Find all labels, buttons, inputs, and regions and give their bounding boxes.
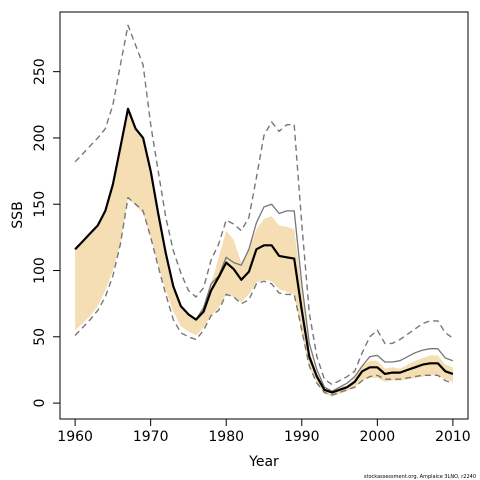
y-axis: 0 50 100 150 200 250 <box>32 58 61 408</box>
alternative-lower-ci-line <box>74 196 454 396</box>
x-tick-label: 2010 <box>435 429 471 445</box>
x-tick-label: 1980 <box>208 429 244 445</box>
confidence-band <box>75 108 453 397</box>
series-line-layer <box>74 24 454 396</box>
y-tick-label: 100 <box>32 257 48 284</box>
x-axis-label: Year <box>248 454 279 470</box>
y-tick-label: 150 <box>32 191 48 218</box>
source-footnote: stockassessment.org, Amplaice 3LNO, r224… <box>364 474 476 480</box>
x-tick-label: 2000 <box>360 429 396 445</box>
y-tick-label: 50 <box>32 328 48 346</box>
y-tick-label: 0 <box>32 399 48 408</box>
x-tick-label: 1960 <box>57 429 93 445</box>
x-tick-label: 1990 <box>284 429 320 445</box>
confidence-band-layer <box>75 108 453 397</box>
x-axis: 1960 1970 1980 1990 2000 2010 <box>57 418 471 445</box>
ssb-estimate-line <box>74 107 454 394</box>
alternative-upper-ci-line <box>74 24 454 386</box>
y-tick-label: 200 <box>32 125 48 152</box>
x-tick-label: 1970 <box>133 429 169 445</box>
y-tick-label: 250 <box>32 58 48 85</box>
plot-area-group <box>59 11 469 420</box>
y-axis-label: SSB <box>10 201 26 228</box>
